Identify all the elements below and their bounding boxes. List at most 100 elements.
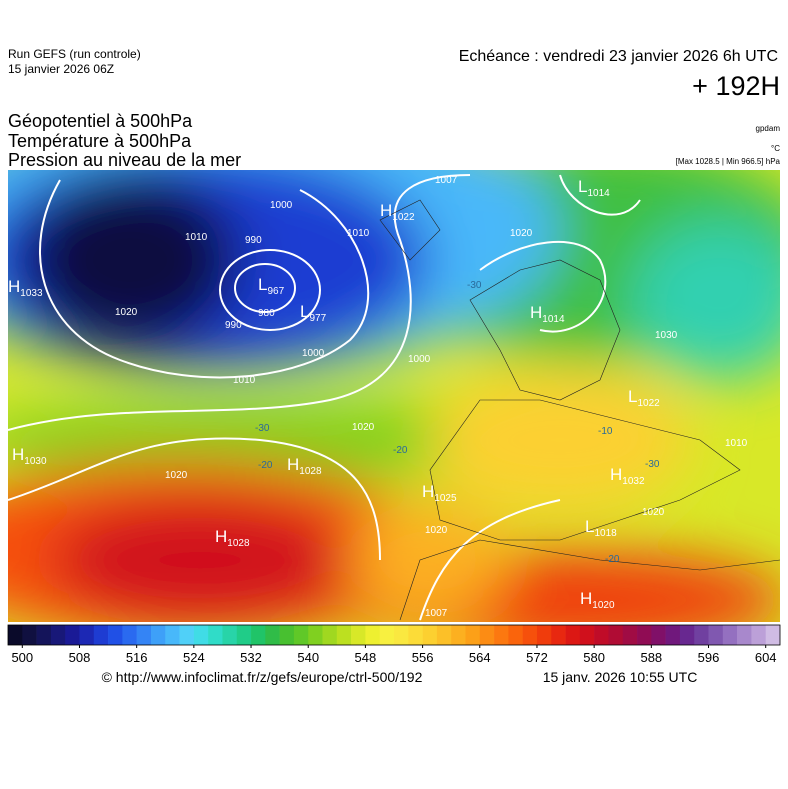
source-url: © http://www.infoclimat.fr/z/gefs/europe… (102, 669, 423, 685)
colorbar-swatch (679, 625, 695, 645)
colorbar-tick-label: 524 (183, 650, 205, 665)
colorbar-swatch (422, 625, 438, 645)
system-pressure: 1030 (24, 456, 47, 467)
isobar-label: 1020 (115, 307, 138, 318)
field-name: Géopotentiel à 500hPa (8, 111, 193, 131)
system-type: H (530, 303, 542, 322)
colorbar-swatch (594, 625, 609, 645)
colorbar-swatch (536, 625, 552, 645)
colorbar-swatch (737, 625, 752, 645)
colorbar-swatch (551, 625, 566, 645)
pressure-system: H1032 (610, 465, 645, 487)
colorbar-tick-label: 540 (297, 650, 319, 665)
isobar-label: 1020 (165, 470, 188, 481)
isobar-label: 1020 (352, 422, 375, 433)
colorbar-tick-label: 508 (69, 650, 91, 665)
system-pressure: 1022 (637, 398, 660, 409)
isobar-label: 1020 (642, 507, 665, 518)
colorbar-swatch (722, 625, 738, 645)
colorbar-swatch (50, 625, 66, 645)
isobar-label: 990 (225, 320, 242, 331)
system-pressure: 967 (267, 286, 284, 297)
system-pressure: 1014 (542, 314, 565, 325)
colorbar-swatch (765, 625, 781, 645)
pressure-system: H1033 (8, 277, 43, 299)
system-type: L (300, 302, 309, 321)
system-type: H (287, 455, 299, 474)
colorbar-swatch (579, 625, 595, 645)
colorbar: 500 508 516 524 532 540 548 556 564 572 580 588 596 6… (7, 624, 781, 665)
system-type: L (628, 387, 637, 406)
temperature-label: -30 (645, 459, 660, 470)
isobar-label: 1020 (510, 228, 533, 239)
pressure-system: H1030 (12, 445, 47, 467)
colorbar-swatch (36, 625, 52, 645)
pressure-system: H1020 (580, 589, 615, 611)
isobar-label: 1000 (408, 354, 431, 365)
isobar-label: 1010 (725, 438, 748, 449)
system-pressure: 1020 (592, 600, 615, 611)
system-type: H (215, 527, 227, 546)
colorbar-tick-label: 604 (755, 650, 777, 665)
colorbar-swatch (193, 625, 209, 645)
colorbar-swatch (465, 625, 481, 645)
unit-temperature: °C (771, 144, 780, 153)
colorbar-tick-label: 516 (126, 650, 148, 665)
colorbar-swatch (708, 625, 724, 645)
colorbar-swatch (136, 625, 152, 645)
colorbar-swatch (522, 625, 538, 645)
colorbar-swatch (608, 625, 624, 645)
lead-time: + 192H (692, 71, 780, 101)
system-pressure: 1022 (392, 212, 415, 223)
colorbar-tick-label: 532 (240, 650, 262, 665)
temperature-label: -20 (605, 554, 620, 565)
field-name: Température à 500hPa (8, 131, 192, 151)
timestamp: 15 janv. 2026 10:55 UTC (543, 669, 698, 685)
colorbar-swatch (79, 625, 95, 645)
temperature-label: -10 (598, 426, 613, 437)
colorbar-swatch (279, 625, 295, 645)
colorbar-swatch (336, 625, 352, 645)
colorbar-swatch (251, 625, 266, 645)
colorbar-swatch (451, 625, 466, 645)
system-pressure: 1018 (594, 528, 617, 539)
unit-geopotential: gpdam (756, 124, 781, 133)
system-pressure: 977 (309, 313, 326, 324)
colorbar-swatch (122, 625, 137, 645)
system-pressure: 1025 (434, 493, 457, 504)
colorbar-swatch (508, 625, 523, 645)
map (8, 170, 780, 622)
colorbar-swatch (751, 625, 767, 645)
system-pressure: 1014 (587, 188, 610, 199)
colorbar-swatch (665, 625, 681, 645)
pressure-system: L1014 (578, 177, 610, 199)
colorbar-tick-label: 564 (469, 650, 491, 665)
colorbar-swatch (208, 625, 223, 645)
system-pressure: 1028 (227, 538, 250, 549)
isobar-label: 1020 (425, 525, 448, 536)
colorbar-swatch (565, 625, 581, 645)
colorbar-swatch (65, 625, 80, 645)
isobar-label: 1007 (435, 175, 458, 186)
system-type: H (380, 201, 392, 220)
pressure-system: L1018 (585, 517, 617, 539)
colorbar-swatch (236, 625, 252, 645)
pressure-system: H1022 (380, 201, 415, 223)
pressure-system: H1028 (215, 527, 250, 549)
colorbar-swatch (394, 625, 409, 645)
colorbar-frame (7, 624, 781, 646)
system-type: L (585, 517, 594, 536)
system-type: H (422, 482, 434, 501)
pressure-system: L1022 (628, 387, 660, 409)
colorbar-swatch (637, 625, 652, 645)
isobar-label: 1000 (270, 200, 293, 211)
colorbar-swatch (365, 625, 381, 645)
colorbar-tick-label: 588 (640, 650, 662, 665)
field-name: Pression au niveau de la mer (8, 150, 241, 170)
isobar-label: 1010 (233, 375, 256, 386)
colorbar-swatch (265, 625, 280, 645)
isobar-label: 1000 (302, 348, 325, 359)
colorbar-swatch (179, 625, 195, 645)
temperature-label: -30 (467, 280, 482, 291)
